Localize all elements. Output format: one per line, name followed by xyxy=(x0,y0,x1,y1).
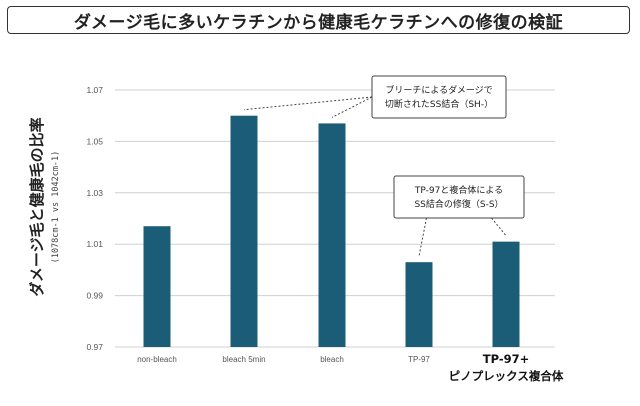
y-tick-label: 1.05 xyxy=(86,136,103,146)
callout: TP-97と複合体による SS結合の修復（S-S） xyxy=(393,175,525,257)
callout-text: 切断されたSS結合（SH-） xyxy=(385,98,493,110)
x-tick-label: bleach xyxy=(320,355,344,364)
chart-title: ダメージ毛に多いケラチンから健康毛ケラチンへの修復の検証 xyxy=(7,6,630,34)
callout-connector xyxy=(331,96,373,118)
x-tick-label: TP-97+ xyxy=(483,352,529,366)
bar xyxy=(143,226,171,347)
callout-box xyxy=(371,75,507,119)
callout-box xyxy=(393,175,525,219)
callout-text: ブリーチによるダメージで xyxy=(385,84,492,96)
y-axis-label: ダメージ毛と健康毛の比率 xyxy=(28,117,46,296)
y-tick-label: 1.07 xyxy=(86,85,103,95)
bar xyxy=(405,262,433,347)
bar xyxy=(492,241,520,347)
y-axis-sublabel: (1078cm-1 vs 1042cm-1) xyxy=(51,151,61,264)
y-tick-label: 1.03 xyxy=(86,188,103,198)
x-tick-label: bleach 5min xyxy=(222,355,265,364)
y-tick-label: 0.99 xyxy=(86,291,103,301)
callout-connector xyxy=(491,217,507,236)
x-tick-label: TP-97 xyxy=(408,355,430,364)
callout-connector xyxy=(418,217,427,257)
x-tick-label: ピノプレックス複合体 xyxy=(449,369,564,383)
callout-text: SS結合の修復（S-S） xyxy=(414,198,503,210)
y-tick-label: 1.01 xyxy=(86,239,103,249)
x-tick-label: non-bleach xyxy=(137,355,177,364)
bar xyxy=(318,123,346,347)
callout-connector xyxy=(243,96,373,111)
y-tick-label: 0.97 xyxy=(86,342,103,352)
bar xyxy=(230,115,258,347)
callout-text: TP-97と複合体による xyxy=(414,184,503,196)
